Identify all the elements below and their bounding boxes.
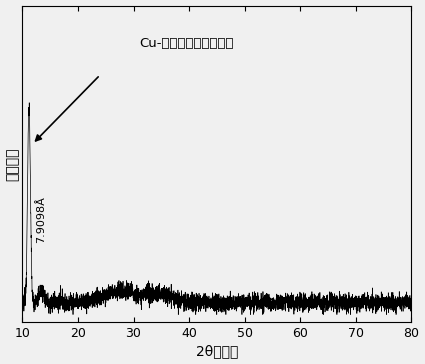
Text: 7.9098Å: 7.9098Å — [36, 196, 46, 243]
X-axis label: 2θ（度）: 2θ（度） — [196, 344, 238, 359]
Text: Cu-乙二醇配合物特征峰: Cu-乙二醇配合物特征峰 — [139, 37, 234, 50]
Y-axis label: 相对强度: 相对强度 — [6, 147, 20, 181]
